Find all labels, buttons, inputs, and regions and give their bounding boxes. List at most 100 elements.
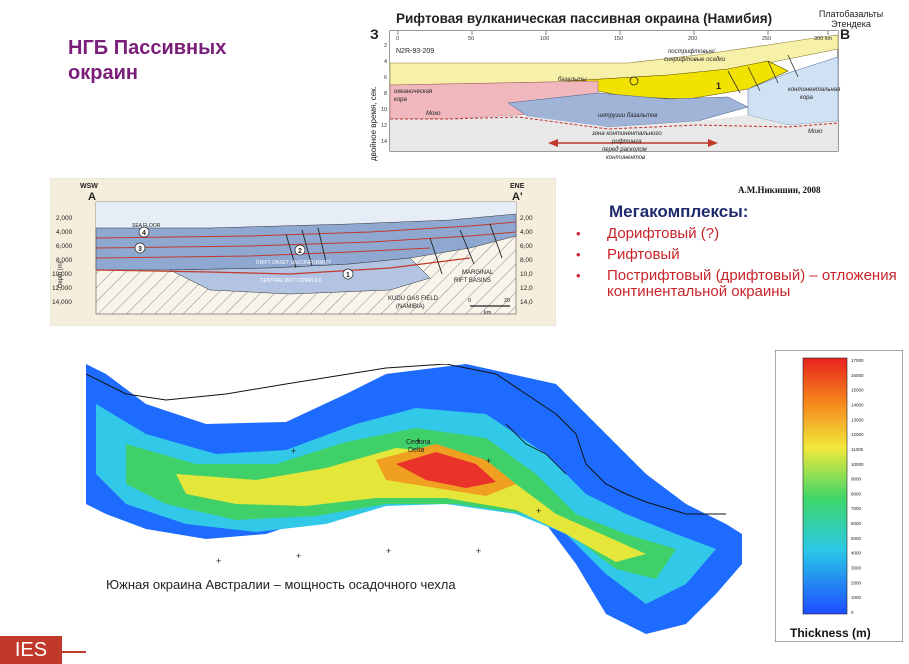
- scale-unit: km: [484, 310, 492, 316]
- ies-logo-line: [62, 651, 86, 653]
- y-tick-10: 10: [381, 107, 387, 113]
- basalts-label-line1: Платобазальты: [818, 9, 884, 19]
- kudu-label-2: (NAMIBIA): [396, 304, 425, 310]
- depth-tick-2000: 2,000: [56, 215, 73, 222]
- bullet: •: [576, 268, 581, 283]
- basalts-label-line2: Этендека: [831, 19, 871, 29]
- legend-tick: 15000: [851, 388, 864, 393]
- west-label: З: [370, 26, 379, 42]
- svg-text:+: +: [476, 546, 481, 556]
- megacomplex-label: Дорифтовый (?): [607, 225, 720, 242]
- oceanic-label-1: океаническая: [394, 89, 433, 95]
- x-tick-100: 100: [540, 36, 549, 42]
- kudu-label-1: KUDU GAS FIELD: [388, 296, 439, 302]
- legend-tick: 8000: [851, 491, 862, 496]
- zone-label-1: зона континентального: [591, 131, 662, 137]
- basalts-inline-label: базальты: [558, 77, 587, 83]
- legend-tick: 1000: [851, 595, 862, 600]
- depth-tick-4000: 4,000: [56, 229, 73, 236]
- y-axis-label: двойное время, сек.: [369, 86, 378, 161]
- bullet: •: [576, 226, 581, 241]
- synrift-label: синрифтовые осадки: [664, 57, 726, 63]
- depth-tick-12000: 12,000: [52, 285, 72, 292]
- megacomplexes-heading: Мегакомплексы:: [609, 202, 749, 221]
- zone-label-4: континентов: [606, 155, 645, 161]
- point-a-prime: A': [512, 191, 523, 203]
- x-tick-200: 200: [688, 36, 697, 42]
- ene-label: ENE: [510, 183, 525, 190]
- slide-title-line2: окраин: [68, 62, 138, 84]
- y-tick-2: 2: [384, 43, 387, 49]
- legend-tick: 7000: [851, 506, 862, 511]
- depth-tick-right-8000: 8,00: [520, 257, 533, 264]
- bullet: •: [576, 247, 581, 262]
- wsw-label: WSW: [80, 183, 98, 190]
- drift-onset-label: DRIFT ONSET UNCONFORMITY: [256, 260, 332, 266]
- svg-text:+: +: [291, 446, 296, 456]
- svg-text:+: +: [296, 551, 301, 561]
- marker-1: 1: [716, 81, 721, 91]
- megacomplexes-list: • Дорифтовый (?) • Рифтовый • Пострифтовый …: [576, 226, 906, 305]
- line-id: N2R-93-209: [396, 48, 434, 55]
- sea-floor-label: SEA FLOOR: [132, 223, 161, 229]
- point-a: A: [88, 191, 96, 203]
- megacomplex-label: Пострифтовый (дрифтовый) – отложения кон…: [607, 267, 897, 300]
- delta-label-2: Delta: [408, 447, 424, 454]
- namibia-volcanic-margin-section: З В N2R-93-209 0 50 100 150 200 250 300 …: [369, 26, 850, 161]
- east-label: В: [840, 26, 850, 42]
- legend-tick: 3000: [851, 566, 862, 571]
- continental-label-2: кора: [800, 95, 814, 101]
- y-tick-14: 14: [381, 139, 387, 145]
- legend-tick: 17000: [851, 358, 864, 363]
- svg-text:+: +: [216, 556, 221, 566]
- legend-tick: 16000: [851, 373, 864, 378]
- continental-label-1: континентальная: [788, 87, 841, 93]
- legend-tick: 5000: [851, 536, 862, 541]
- sediment-thickness-map: + + + + + + + + Ceduna Delta: [86, 364, 742, 634]
- depth-tick-right-10000: 10,0: [520, 271, 533, 278]
- depth-tick-right-14000: 14,0: [520, 299, 533, 306]
- moho-left: Мохо: [426, 111, 441, 117]
- circle-2: 2: [298, 248, 302, 255]
- basalts-label: Платобазальты Этендека: [816, 9, 886, 29]
- central-rift-label: CENTRAL RIFT COMPLEX: [260, 278, 322, 284]
- depth-axis-label: Depth (m): [58, 261, 64, 288]
- legend-tick: 11000: [851, 447, 864, 452]
- legend-tick: 9000: [851, 477, 862, 482]
- depth-tick-6000: 6,000: [56, 243, 73, 250]
- svg-text:+: +: [486, 456, 491, 466]
- x-tick-0: 0: [396, 36, 399, 42]
- thickness-legend: 17000 16000 15000 14000 13000 12000 11000 10000…: [775, 350, 903, 642]
- depth-tick-10000: 10,000: [52, 271, 72, 278]
- y-tick-4: 4: [384, 59, 387, 65]
- x-tick-150: 150: [614, 36, 623, 42]
- x-tick-300: 300 km: [814, 36, 832, 42]
- depth-tick-14000: 14,000: [52, 299, 72, 306]
- legend-tick: 12000: [851, 432, 864, 437]
- legend-tick: 6000: [851, 521, 862, 526]
- slide-title-line1: НГБ Пассивных: [68, 37, 227, 59]
- circle-4: 4: [142, 230, 146, 237]
- moho-right: Мохо: [808, 129, 823, 135]
- grid-crosses: + + + + + + + +: [216, 436, 541, 566]
- legend-tick: 10000: [851, 462, 864, 467]
- location-marker: [629, 76, 639, 86]
- depth-tick-right-6000: 6,00: [520, 243, 533, 250]
- postrift-label: пострифтовые/: [668, 49, 716, 55]
- legend-tick: 13000: [851, 417, 864, 422]
- kudu-seismic-section: 2,000 4,000 6,000 8,000 10,000 12,000 14…: [50, 178, 556, 326]
- x-tick-250: 250: [762, 36, 771, 42]
- legend-tick: 4000: [851, 551, 862, 556]
- legend-label: Thickness (m): [790, 626, 871, 640]
- intrusions-label: интрузии базальтов: [598, 113, 657, 119]
- legend-tick: 14000: [851, 402, 864, 407]
- legend-tick: 2000: [851, 580, 862, 585]
- megacomplex-item: • Дорифтовый (?): [576, 226, 906, 242]
- zone-label-3: перед расколом: [602, 147, 647, 153]
- svg-text:+: +: [386, 546, 391, 556]
- svg-text:+: +: [416, 436, 421, 446]
- circle-1: 1: [346, 272, 350, 279]
- y-tick-12: 12: [381, 123, 387, 129]
- depth-tick-right-4000: 4,00: [520, 229, 533, 236]
- circle-3: 3: [138, 246, 142, 253]
